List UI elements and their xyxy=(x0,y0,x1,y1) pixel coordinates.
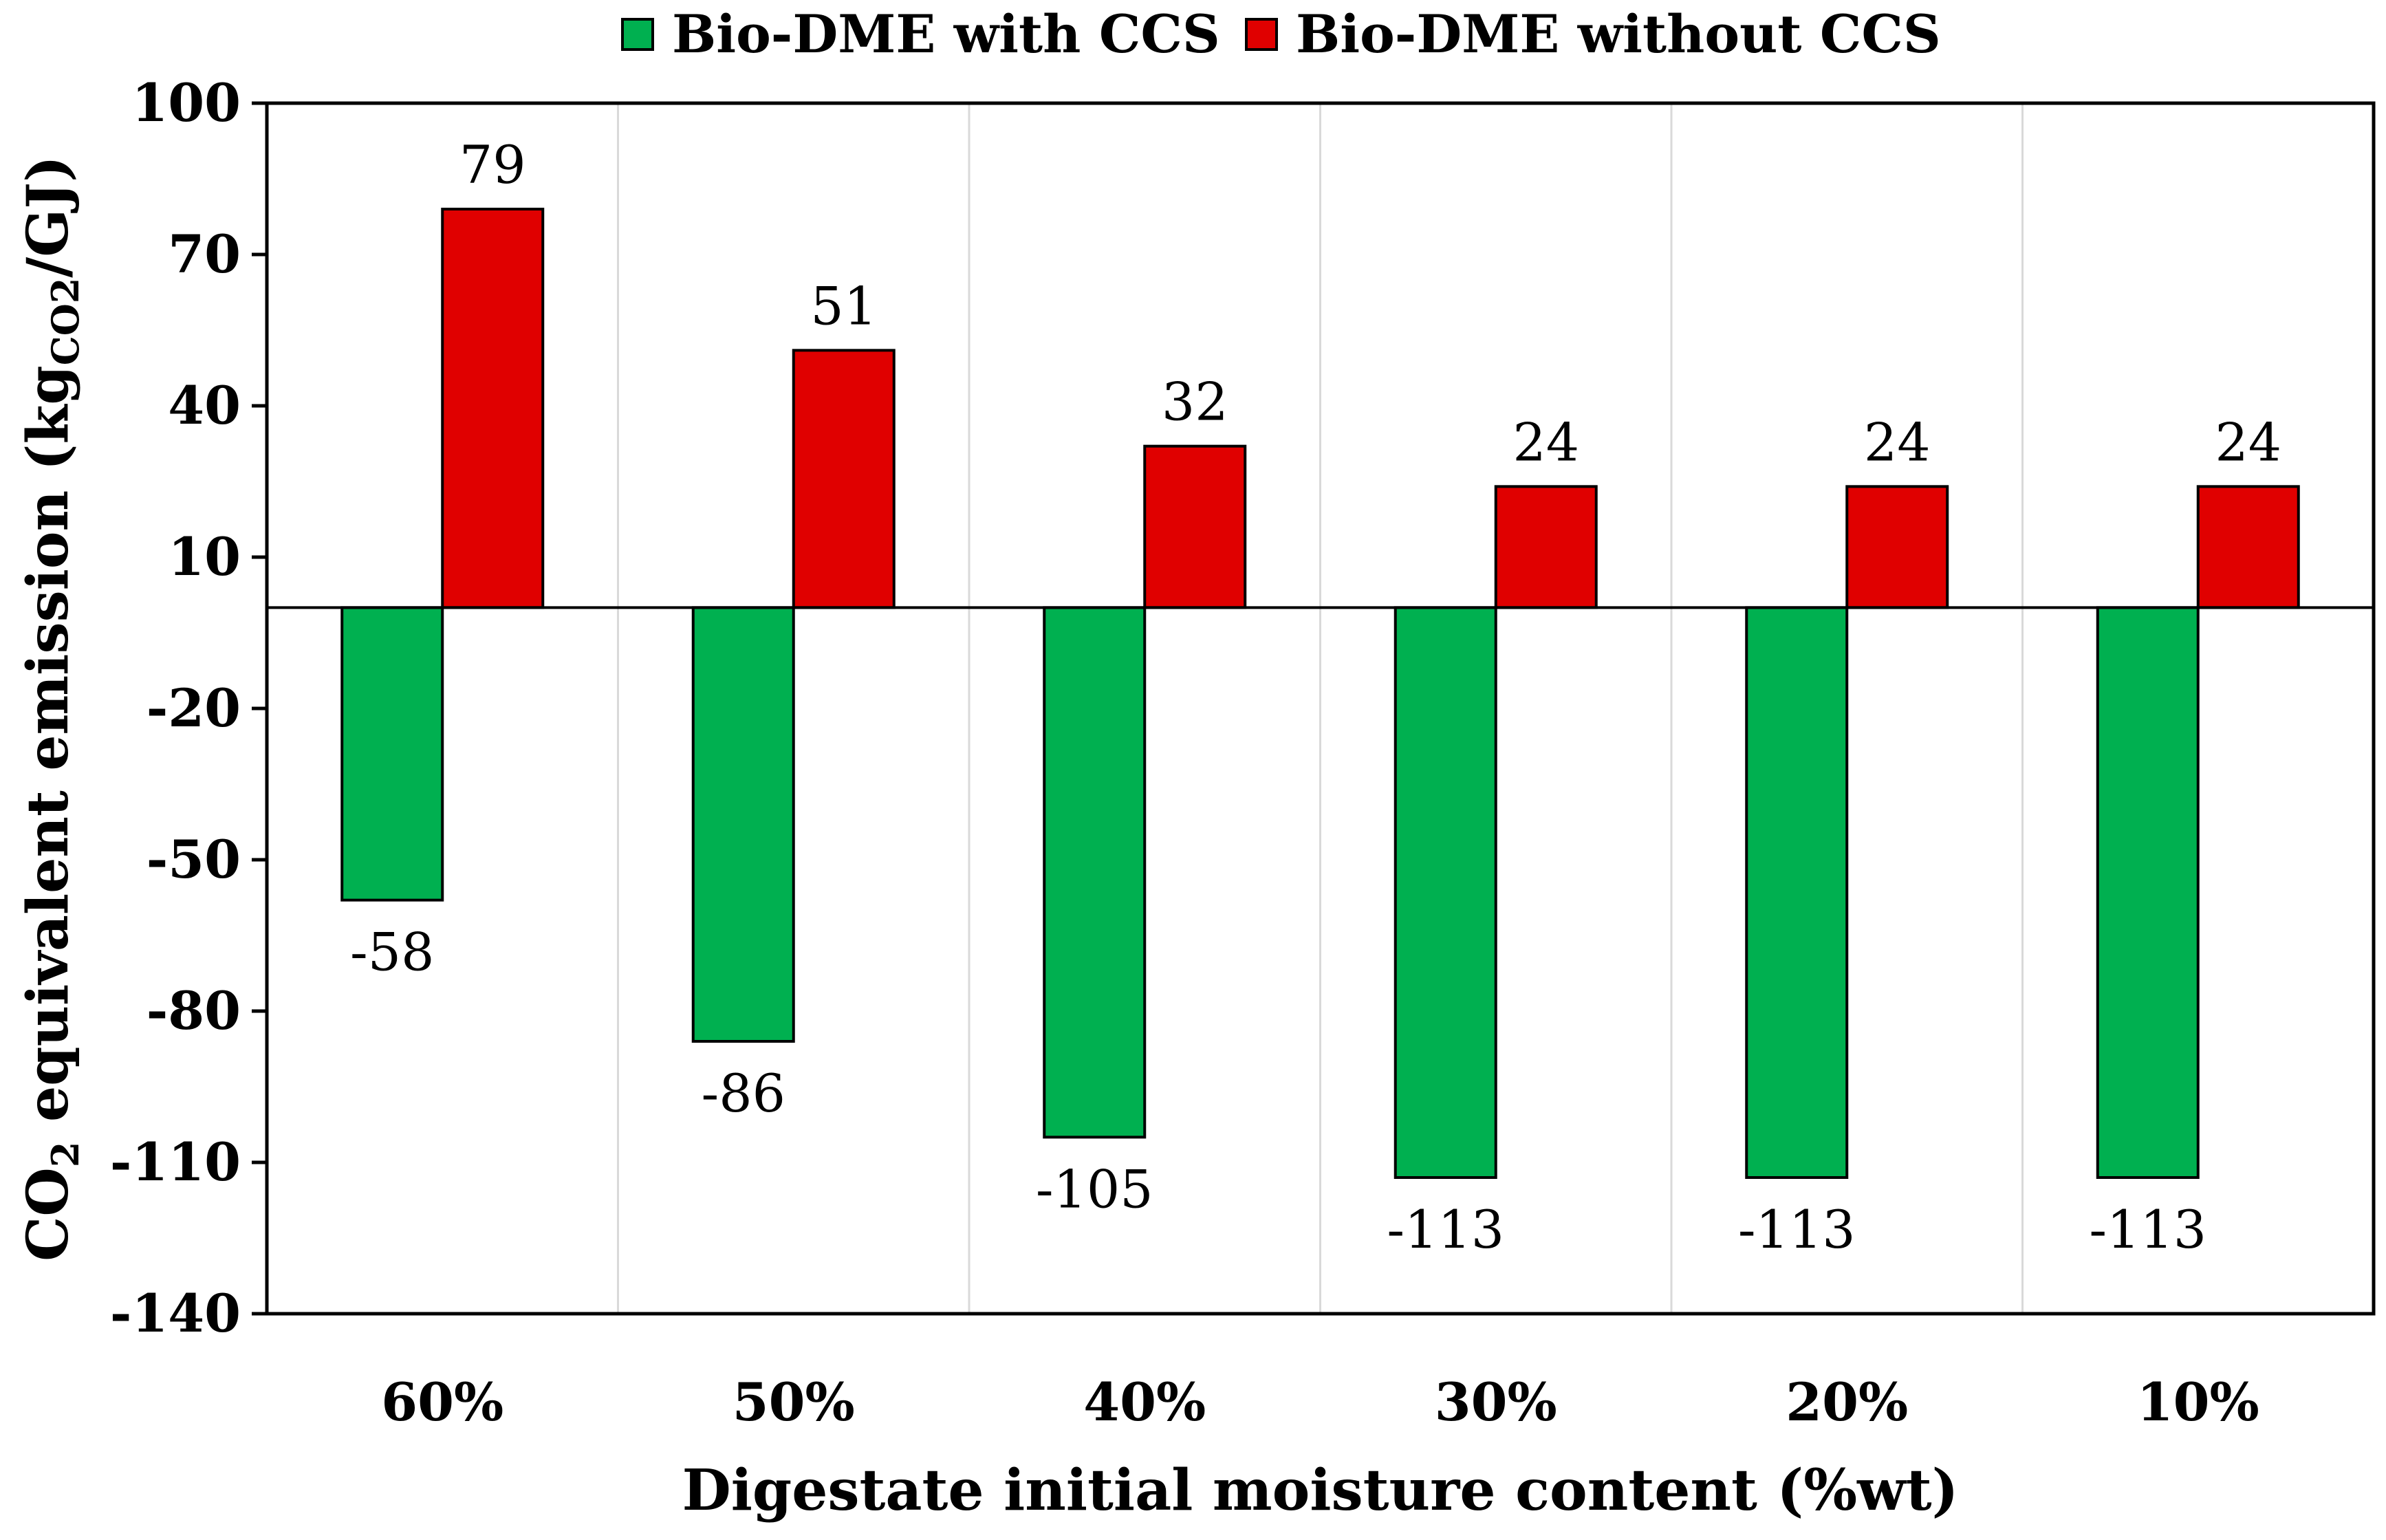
y-axis-title: CO2 equivalent emission (kgCO2/GJ) xyxy=(15,155,87,1261)
bar xyxy=(2196,485,2300,609)
bar-value-label: 79 xyxy=(459,134,526,195)
bar xyxy=(2096,606,2200,1179)
bar-value-label: 51 xyxy=(810,275,877,336)
x-axis-title: Digestate initial moisture content (%wt) xyxy=(682,1457,1959,1523)
x-tick-label: 10% xyxy=(2137,1371,2259,1433)
bar xyxy=(1043,606,1147,1139)
bar xyxy=(340,606,444,902)
bar xyxy=(691,606,795,1043)
x-tick-label: 50% xyxy=(733,1371,855,1433)
y-tick-label: 100 xyxy=(131,72,241,133)
bar-labels: -58 -86 -105 -113 -113 -113 79 51 32 24 24 24 xyxy=(350,134,2281,1260)
y-axis-title-rest: equivalent emission (kg xyxy=(15,365,81,1141)
bar-value-label: 24 xyxy=(1864,411,1931,473)
y-tick-label: -110 xyxy=(110,1131,241,1193)
grid-lines xyxy=(617,103,2024,1314)
y-tick-label: -140 xyxy=(110,1283,241,1344)
legend-swatch xyxy=(1245,18,1278,51)
x-tick-label: 40% xyxy=(1083,1371,1206,1433)
y-tick-label: 70 xyxy=(168,224,241,285)
x-tick-label: 30% xyxy=(1435,1371,1557,1433)
bars xyxy=(340,208,2300,1179)
y-axis-title-subscript: 2 xyxy=(43,1142,87,1168)
bar-value-label: -105 xyxy=(1036,1158,1153,1219)
bar xyxy=(1845,485,1949,609)
bar xyxy=(1393,606,1497,1179)
legend-label: Bio-DME without CCS xyxy=(1296,3,1941,65)
bar-value-label: -113 xyxy=(2089,1199,2206,1260)
y-axis-title-main: CO xyxy=(15,1167,81,1261)
y-tick-label: -50 xyxy=(147,829,241,890)
legend-swatch xyxy=(621,18,654,51)
bar xyxy=(1494,485,1598,609)
y-tick-label: -80 xyxy=(147,980,241,1041)
y-axis-title-tail: /GJ) xyxy=(15,155,81,278)
bar-value-label: -113 xyxy=(1387,1199,1504,1260)
bar-value-label: -58 xyxy=(350,922,434,983)
y-tick-label: -20 xyxy=(147,677,241,739)
y-tick-label: 40 xyxy=(168,375,241,436)
bar-value-label: 24 xyxy=(2215,411,2281,473)
x-tick-label: 20% xyxy=(1786,1371,1908,1433)
bar-value-label: 32 xyxy=(1162,371,1228,433)
bar xyxy=(1143,444,1247,609)
bar-value-label: -86 xyxy=(702,1063,785,1124)
bar-value-label: -113 xyxy=(1738,1199,1856,1260)
x-axis-ticks: 60% 50% 40% 30% 20% 10% xyxy=(381,1371,2259,1433)
legend-label: Bio-DME with CCS xyxy=(672,3,1220,65)
y-axis-title-unit-subscript: CO2 xyxy=(43,278,87,366)
bar xyxy=(792,349,896,609)
bar xyxy=(1745,606,1849,1179)
x-tick-label: 60% xyxy=(381,1371,503,1433)
legend: Bio-DME with CCS Bio-DME without CCS xyxy=(621,3,1941,65)
y-axis-ticks: 100 70 40 10 -20 -50 -80 -110 -140 xyxy=(110,72,267,1344)
bar xyxy=(441,208,545,609)
bar-value-label: 24 xyxy=(1512,411,1579,473)
y-tick-label: 10 xyxy=(168,526,241,587)
